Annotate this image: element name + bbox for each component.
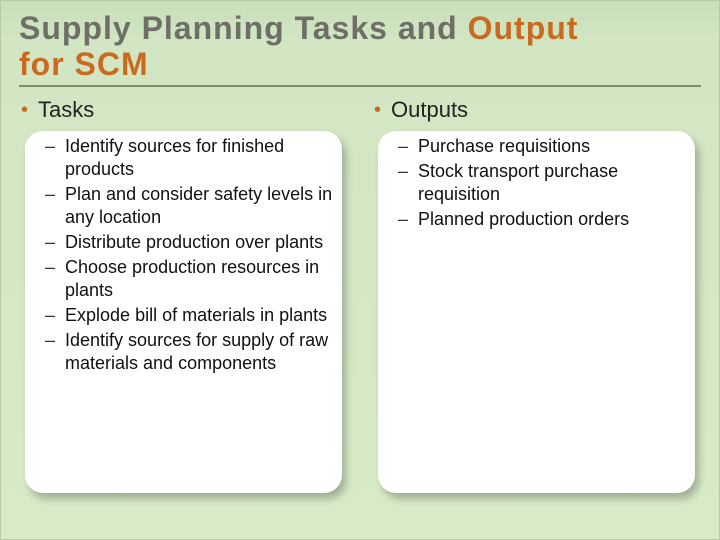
title-block: Supply Planning Tasks and Output for SCM	[19, 11, 701, 87]
bullet-icon: •	[21, 100, 28, 120]
right-column: • Outputs –Purchase requisitions –Stock …	[372, 97, 701, 497]
dash-icon: –	[45, 256, 55, 302]
list-item: –Planned production orders	[398, 208, 693, 231]
list-item: –Stock transport purchase requisition	[398, 160, 693, 206]
dash-icon: –	[398, 135, 408, 158]
columns: • Tasks –Identify sources for finished p…	[19, 97, 701, 497]
right-content: • Outputs –Purchase requisitions –Stock …	[372, 97, 701, 231]
item-text: Stock transport purchase requisition	[418, 160, 693, 206]
left-heading-row: • Tasks	[19, 97, 348, 123]
left-heading: Tasks	[38, 97, 94, 123]
item-text: Purchase requisitions	[418, 135, 693, 158]
title-part-accent-2: for SCM	[19, 46, 149, 82]
item-text: Distribute production over plants	[65, 231, 340, 254]
title-part-accent-1: Output	[468, 10, 579, 46]
dash-icon: –	[398, 208, 408, 231]
dash-icon: –	[45, 329, 55, 375]
dash-icon: –	[398, 160, 408, 206]
list-item: –Choose production resources in plants	[45, 256, 340, 302]
left-column: • Tasks –Identify sources for finished p…	[19, 97, 348, 497]
bullet-icon: •	[374, 100, 381, 120]
item-text: Explode bill of materials in plants	[65, 304, 340, 327]
list-item: –Identify sources for finished products	[45, 135, 340, 181]
right-list: –Purchase requisitions –Stock transport …	[372, 129, 701, 231]
dash-icon: –	[45, 231, 55, 254]
item-text: Planned production orders	[418, 208, 693, 231]
slide: Supply Planning Tasks and Output for SCM…	[0, 0, 720, 540]
item-text: Plan and consider safety levels in any l…	[65, 183, 340, 229]
item-text: Identify sources for supply of raw mater…	[65, 329, 340, 375]
title-part-gray: Supply Planning Tasks and	[19, 10, 468, 46]
list-item: –Identify sources for supply of raw mate…	[45, 329, 340, 375]
left-content: • Tasks –Identify sources for finished p…	[19, 97, 348, 375]
left-list: –Identify sources for finished products …	[19, 129, 348, 375]
item-text: Identify sources for finished products	[65, 135, 340, 181]
dash-icon: –	[45, 183, 55, 229]
right-heading-row: • Outputs	[372, 97, 701, 123]
list-item: –Explode bill of materials in plants	[45, 304, 340, 327]
slide-title: Supply Planning Tasks and Output for SCM	[19, 11, 701, 83]
dash-icon: –	[45, 135, 55, 181]
dash-icon: –	[45, 304, 55, 327]
list-item: –Distribute production over plants	[45, 231, 340, 254]
item-text: Choose production resources in plants	[65, 256, 340, 302]
list-item: –Plan and consider safety levels in any …	[45, 183, 340, 229]
right-heading: Outputs	[391, 97, 468, 123]
list-item: –Purchase requisitions	[398, 135, 693, 158]
